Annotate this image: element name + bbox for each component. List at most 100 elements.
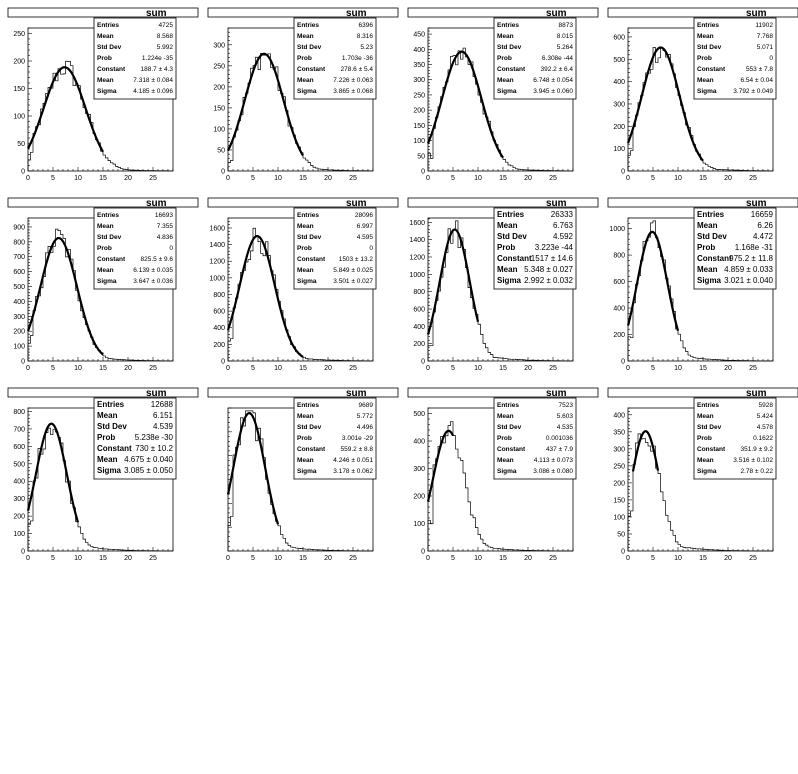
x-tick-label: 5 <box>451 365 455 372</box>
chart-panel: sum 0 5 10 15 20 25 0 200 400 600 800 1000 1200 1400 16… <box>407 197 599 372</box>
stats-key: Mean <box>297 33 314 40</box>
y-tick-label: 500 <box>413 411 425 418</box>
x-tick-label: 0 <box>626 555 630 562</box>
stats-key: Entries <box>697 402 719 409</box>
chart-title: sum <box>746 198 767 209</box>
stats-key: Std Dev <box>97 44 122 51</box>
y-tick-label: 150 <box>613 497 625 504</box>
x-tick-label: 20 <box>724 175 732 182</box>
x-tick-label: 25 <box>749 175 757 182</box>
stats-value: 3.792 ± 0.049 <box>733 88 773 95</box>
stats-box <box>93 207 177 290</box>
y-tick-label: 600 <box>13 269 25 276</box>
x-tick-label: 10 <box>274 555 282 562</box>
stats-box <box>293 17 377 100</box>
title-box <box>207 387 399 398</box>
stats-box <box>493 397 577 480</box>
stats-value: 6.151 <box>153 411 174 420</box>
stats-key: Constant <box>97 66 126 73</box>
stats-key: Mean <box>697 77 714 84</box>
title-box <box>7 7 199 18</box>
y-tick-label: 250 <box>613 463 625 470</box>
y-tick-label: 200 <box>213 84 225 91</box>
y-tick-label: 400 <box>413 324 425 331</box>
x-tick-label: 5 <box>251 175 255 182</box>
x-tick-label: 5 <box>451 555 455 562</box>
stats-value: 392.2 ± 6.4 <box>541 66 574 73</box>
stats-key: Prob <box>497 435 512 442</box>
stats-key: Mean <box>497 457 514 464</box>
stats-value: 1.703e -36 <box>342 55 373 62</box>
y-tick-label: 500 <box>13 284 25 291</box>
stats-value: 188.7 ± 4.3 <box>141 66 174 73</box>
x-tick-label: 20 <box>324 555 332 562</box>
stats-value: 3.647 ± 0.036 <box>133 278 173 285</box>
x-tick-label: 5 <box>51 555 55 562</box>
x-tick-label: 20 <box>124 365 132 372</box>
chart-title: sum <box>546 198 567 209</box>
stats-key: Prob <box>697 435 712 442</box>
x-tick-label: 20 <box>324 175 332 182</box>
stats-value: 7.355 <box>157 223 174 230</box>
stats-key: Mean <box>497 33 514 40</box>
y-tick-label: 350 <box>613 429 625 436</box>
y-tick-label: 50 <box>17 141 25 148</box>
stats-key: Std Dev <box>297 234 322 241</box>
y-tick-label: 50 <box>217 147 225 154</box>
stats-key: Sigma <box>97 466 122 475</box>
x-tick-label: 10 <box>74 365 82 372</box>
y-tick-label: 150 <box>413 123 425 130</box>
chart-title: sum <box>146 8 167 19</box>
x-tick-label: 15 <box>99 555 107 562</box>
stats-value: 4.246 ± 0.051 <box>333 457 373 464</box>
x-tick-label: 15 <box>699 175 707 182</box>
stats-value: 351.9 ± 9.2 <box>741 446 774 453</box>
stats-box <box>493 207 577 290</box>
stats-value: 4.496 <box>357 424 374 431</box>
y-tick-label: 200 <box>13 514 25 521</box>
title-box <box>7 197 199 208</box>
stats-key: Entries <box>97 400 125 409</box>
y-tick-label: 0 <box>21 549 25 556</box>
y-tick-label: 1600 <box>409 220 425 227</box>
y-tick-label: 800 <box>613 253 625 260</box>
x-tick-label: 0 <box>426 365 430 372</box>
x-tick-label: 20 <box>524 365 532 372</box>
stats-value: 0 <box>769 55 773 62</box>
title-box <box>207 7 399 18</box>
x-tick-label: 20 <box>724 555 732 562</box>
y-tick-label: 600 <box>413 307 425 314</box>
y-tick-label: 200 <box>613 480 625 487</box>
x-tick-label: 25 <box>149 175 157 182</box>
y-tick-label: 0 <box>221 359 225 366</box>
stats-key: Entries <box>297 402 319 409</box>
x-tick-label: 15 <box>499 365 507 372</box>
x-tick-label: 0 <box>26 365 30 372</box>
stats-key: Mean <box>97 223 114 230</box>
stats-value: 6.997 <box>357 223 374 230</box>
stats-value: 5.849 ± 0.025 <box>333 267 373 274</box>
y-tick-label: 100 <box>13 531 25 538</box>
chart-title: sum <box>346 198 367 209</box>
stats-value: 437 ± 7.9 <box>546 446 573 453</box>
x-tick-label: 5 <box>651 365 655 372</box>
stats-key: Prob <box>97 433 115 442</box>
y-tick-label: 500 <box>613 57 625 64</box>
y-tick-label: 300 <box>213 42 225 49</box>
y-tick-label: 300 <box>13 496 25 503</box>
stats-value: 5.071 <box>757 44 774 51</box>
y-tick-label: 400 <box>13 299 25 306</box>
x-tick-label: 5 <box>51 365 55 372</box>
stats-value: 2.78 ± 0.22 <box>741 468 774 475</box>
y-tick-label: 200 <box>413 341 425 348</box>
x-tick-label: 10 <box>274 365 282 372</box>
y-tick-label: 1400 <box>209 242 225 249</box>
x-tick-label: 10 <box>74 555 82 562</box>
y-tick-label: 100 <box>413 138 425 145</box>
stats-value: 4.859 ± 0.033 <box>724 265 773 274</box>
y-tick-label: 400 <box>413 439 425 446</box>
fit-curve <box>426 50 504 159</box>
stats-value: 16659 <box>751 210 774 219</box>
